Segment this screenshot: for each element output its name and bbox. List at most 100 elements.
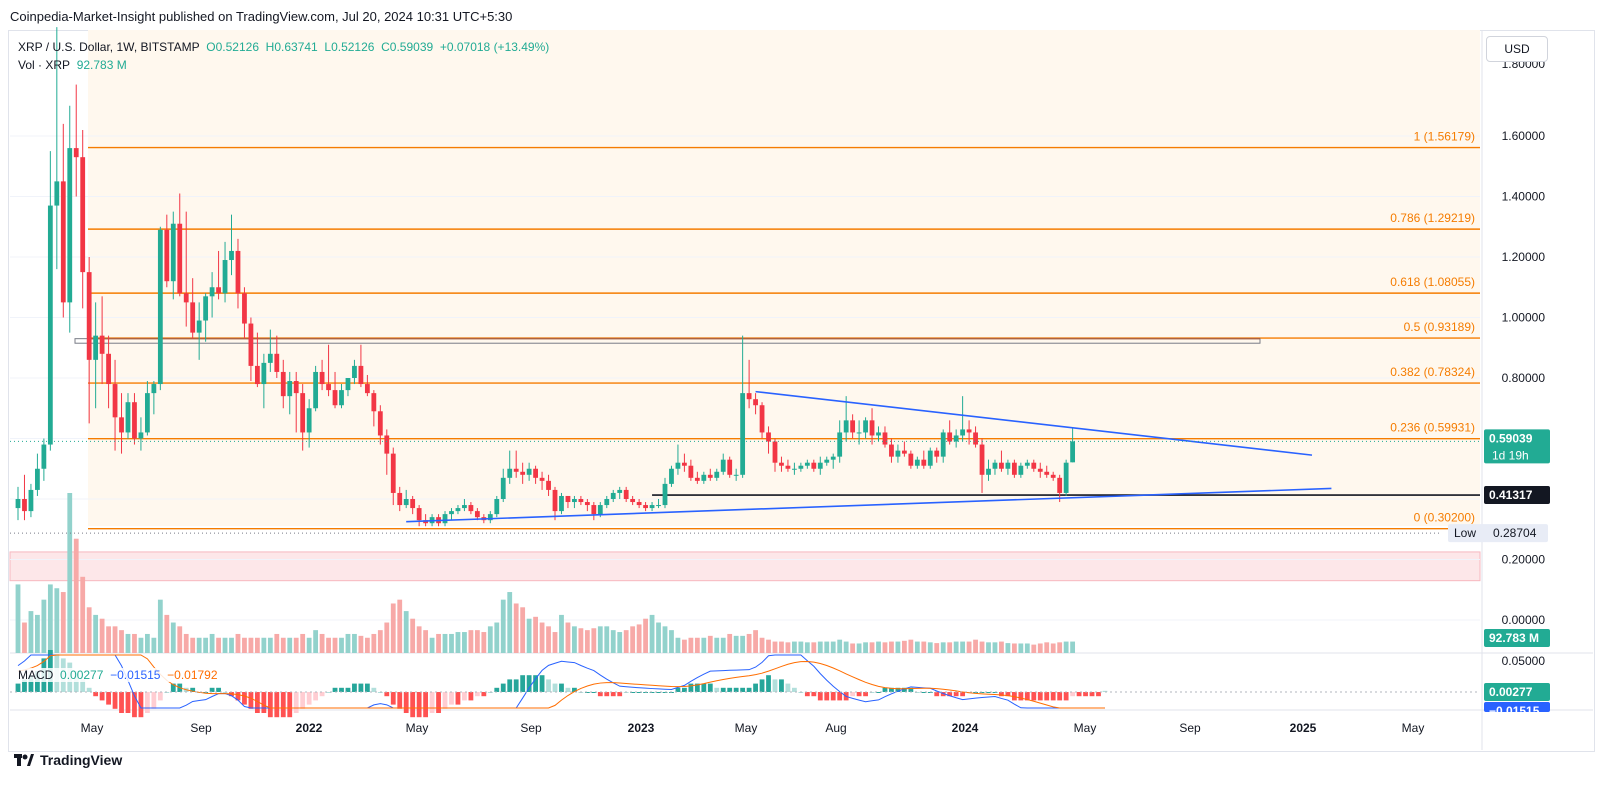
volume-bar xyxy=(766,639,771,653)
macd-histogram-bar xyxy=(876,692,881,693)
candle-body xyxy=(927,450,933,466)
macd-histogram-bar xyxy=(1037,692,1043,701)
candle-body xyxy=(552,489,558,512)
volume-label[interactable]: Vol · XRP xyxy=(18,58,71,72)
volume-bar xyxy=(578,628,584,653)
time-tick: Aug xyxy=(825,721,846,735)
volume-bar xyxy=(940,642,946,653)
macd-histogram-bar xyxy=(1050,692,1056,701)
volume-bar xyxy=(429,637,435,653)
volume-bar xyxy=(1044,642,1050,653)
trendline-descending xyxy=(755,390,1313,456)
volume-bar xyxy=(242,637,247,653)
volume-bar xyxy=(384,622,390,653)
macd-histogram-bar xyxy=(617,692,623,697)
volume-bar xyxy=(93,614,99,653)
volume-bar xyxy=(216,637,221,653)
symbol-legend: XRP / U.S. Dollar, 1W, BITSTAMP O0.52126… xyxy=(18,40,549,54)
volume-bar xyxy=(921,641,927,653)
low-label-bg xyxy=(1448,524,1548,543)
volume-bar xyxy=(455,632,461,653)
candle-body xyxy=(753,399,758,406)
volume-bar xyxy=(280,637,286,653)
macd-histogram-bar xyxy=(242,692,247,705)
volume-bar xyxy=(533,616,538,653)
fib-label: 0.618 (1.08055) xyxy=(1390,275,1475,289)
candle-body xyxy=(293,381,299,394)
volume-bar xyxy=(416,626,422,653)
candle-body xyxy=(1044,471,1050,475)
volume-bar xyxy=(908,639,914,653)
currency-selector[interactable]: USD xyxy=(1486,36,1548,62)
volume-bar xyxy=(740,635,746,653)
volume-bar xyxy=(86,607,92,653)
macd-hist-scale-label-bg xyxy=(1484,683,1550,701)
candle-body xyxy=(901,450,907,454)
macd-histogram-bar xyxy=(345,687,351,692)
macd-histogram-bar xyxy=(565,687,571,692)
macd-histogram-bar xyxy=(520,675,526,692)
volume-bar xyxy=(869,642,875,653)
volume-bar xyxy=(487,626,493,653)
candle-body xyxy=(371,393,377,412)
volume-bar xyxy=(863,642,868,653)
volume-bar xyxy=(261,637,267,653)
volume-bar xyxy=(565,622,571,653)
macd-histogram-bar xyxy=(306,692,312,705)
fib-label: 0.5 (0.93189) xyxy=(1404,320,1475,334)
fib-label: 1 (1.56179) xyxy=(1414,130,1475,144)
volume-bar xyxy=(610,630,616,653)
volume-bar xyxy=(992,642,998,653)
candle-body xyxy=(462,505,467,509)
candle-body xyxy=(953,435,959,442)
volume-bar xyxy=(106,626,111,653)
volume-bar xyxy=(720,637,726,653)
macd-histogram-bar xyxy=(254,692,260,713)
volume-bar xyxy=(209,633,215,653)
time-tick: Sep xyxy=(190,721,212,735)
tradingview-logo[interactable]: TradingView xyxy=(14,752,122,768)
macd-histogram-bar xyxy=(287,692,293,718)
candle-body xyxy=(895,450,901,457)
candle-body xyxy=(513,468,519,472)
macd-histogram-bar xyxy=(1005,692,1011,697)
candle-body xyxy=(47,205,53,445)
macd-histogram-bar xyxy=(830,692,836,701)
volume-bar xyxy=(597,626,603,653)
candle-body xyxy=(164,229,170,282)
candle-body xyxy=(41,444,47,469)
macd-label[interactable]: MACD xyxy=(18,668,54,682)
macd-histogram-bar xyxy=(630,692,636,693)
volume-value: 92.783 M xyxy=(76,58,127,72)
candle-body xyxy=(1070,441,1076,463)
volume-bar xyxy=(177,626,183,653)
volume-bar xyxy=(313,630,319,653)
volume-bar xyxy=(119,630,124,653)
time-tick: May xyxy=(1402,721,1425,735)
macd-histogram-bar xyxy=(804,692,810,697)
volume-bar xyxy=(164,614,170,653)
symbol-name[interactable]: XRP / U.S. Dollar, 1W, BITSTAMP xyxy=(18,40,200,54)
volume-bar xyxy=(901,640,907,653)
candle-body xyxy=(889,444,894,457)
macd-histogram-bar xyxy=(22,679,27,692)
volume-bar xyxy=(35,614,40,653)
candle-body xyxy=(940,432,946,457)
macd-histogram-bar xyxy=(397,692,403,709)
macd-histogram-bar xyxy=(170,683,176,692)
candle-body xyxy=(229,250,234,261)
macd-histogram-bar xyxy=(364,683,370,692)
macd-histogram-bar xyxy=(636,692,642,693)
candle-body xyxy=(694,477,700,481)
time-tick: 2023 xyxy=(628,721,655,735)
volume-bar xyxy=(500,599,506,653)
candle-body xyxy=(99,335,105,354)
candle-body xyxy=(682,462,687,466)
volume-bar xyxy=(630,626,636,653)
support-zone xyxy=(9,551,1481,582)
candle-body xyxy=(869,420,875,436)
macd-histogram-bar xyxy=(358,683,364,692)
candle-body xyxy=(190,302,196,333)
macd-histogram-bar xyxy=(280,692,286,718)
